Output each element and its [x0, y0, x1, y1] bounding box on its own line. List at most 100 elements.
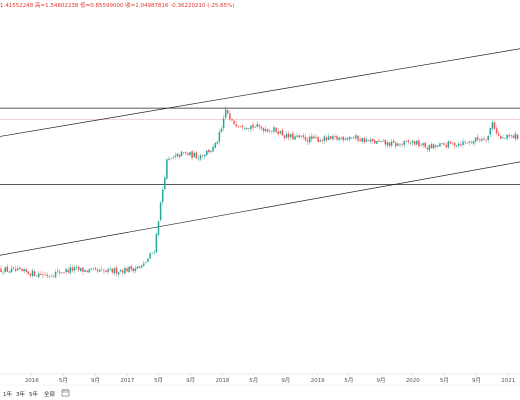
- candle-body: [474, 137, 477, 142]
- candle-body: [241, 125, 244, 128]
- candle-body: [281, 130, 284, 136]
- candle-body: [262, 127, 265, 132]
- candle-body: [296, 135, 298, 137]
- candle-body: [0, 268, 2, 272]
- candle-body: [67, 269, 69, 273]
- candle-body: [302, 135, 305, 138]
- candle-body: [153, 252, 156, 253]
- candle-body: [19, 267, 21, 270]
- x-tick-label: 2020: [406, 378, 420, 384]
- candle-body: [279, 130, 282, 134]
- period-button-5y[interactable]: 5年: [29, 390, 38, 398]
- candle-body: [237, 126, 240, 127]
- candle-body: [376, 141, 378, 144]
- candle-body: [290, 134, 292, 138]
- candle-body: [172, 156, 174, 158]
- candle-body: [29, 273, 32, 276]
- candle-body: [17, 268, 19, 271]
- candle-body: [256, 124, 258, 127]
- candle-body: [395, 142, 397, 147]
- candle-body: [493, 122, 496, 129]
- candle-body: [334, 136, 336, 138]
- candle-body: [451, 142, 454, 144]
- candle-body: [338, 137, 340, 141]
- candle-body: [420, 145, 422, 147]
- candle-body: [470, 142, 473, 143]
- candle-body: [206, 150, 208, 156]
- candle-body: [103, 270, 105, 272]
- x-tick-label: 5月: [249, 377, 258, 384]
- candle-body: [96, 269, 99, 272]
- candle-body: [248, 128, 250, 129]
- candle-body: [101, 269, 103, 270]
- candle-body: [56, 270, 59, 272]
- candle-body: [218, 131, 221, 142]
- candle-body: [413, 141, 416, 145]
- period-controls: 1年 3年 5年 全部: [3, 389, 70, 398]
- candle-body: [348, 136, 351, 140]
- candle-body: [374, 140, 376, 144]
- candle-body: [336, 136, 338, 140]
- period-button-3y[interactable]: 3年: [16, 390, 25, 398]
- candle-body: [273, 127, 275, 132]
- candle-body: [6, 266, 9, 272]
- candle-body: [149, 253, 151, 259]
- candle-body: [409, 143, 412, 144]
- candle-body: [340, 137, 342, 139]
- period-button-1y[interactable]: 1年: [3, 390, 12, 398]
- candle-body: [69, 267, 72, 273]
- candle-body: [466, 142, 468, 144]
- candle-body: [453, 142, 456, 146]
- candle-body: [378, 140, 380, 142]
- candle-body: [386, 142, 389, 146]
- candle-body: [445, 145, 447, 148]
- candle-body: [250, 125, 252, 130]
- candle-body: [258, 124, 261, 127]
- candle-body: [143, 263, 145, 266]
- candle-body: [126, 268, 128, 272]
- candle-body: [75, 267, 78, 268]
- candle-body: [235, 124, 237, 127]
- candle-body: [48, 275, 51, 277]
- candle-body: [512, 135, 515, 138]
- candle-body: [124, 268, 126, 274]
- candle-body: [220, 128, 223, 132]
- candle-body: [115, 267, 118, 274]
- candle-body: [432, 144, 435, 149]
- x-tick-label: 5月: [440, 377, 449, 384]
- candle-body: [119, 270, 122, 272]
- candle-body: [113, 268, 116, 274]
- candle-body: [4, 267, 6, 273]
- candle-body: [147, 258, 149, 262]
- candle-body: [407, 140, 410, 143]
- candle-body: [489, 128, 492, 135]
- period-button-all[interactable]: 全部: [44, 390, 56, 398]
- candle-body: [224, 109, 227, 118]
- candle-body: [21, 268, 23, 271]
- candle-body: [122, 270, 124, 273]
- candle-body: [166, 159, 168, 179]
- candle-body: [168, 158, 170, 161]
- candle-body: [73, 267, 76, 271]
- candle-body: [208, 149, 210, 153]
- candle-body: [323, 136, 326, 141]
- candle-body: [271, 130, 273, 132]
- candle-body: [495, 128, 498, 134]
- trend-line-4: [0, 161, 520, 256]
- x-tick-label: 9月: [472, 377, 481, 384]
- candle-body: [508, 135, 510, 137]
- candle-body: [380, 141, 382, 142]
- candle-body: [468, 141, 471, 143]
- candle-body: [361, 137, 363, 142]
- candle-body: [460, 144, 462, 146]
- candle-body: [35, 275, 38, 277]
- calendar-icon[interactable]: [61, 389, 70, 397]
- candle-body: [382, 140, 384, 142]
- candle-body: [479, 139, 481, 141]
- candle-body: [491, 122, 494, 129]
- x-tick-label: 2016: [25, 378, 39, 384]
- candle-body: [344, 138, 347, 140]
- candle-body: [52, 276, 55, 278]
- candle-body: [311, 136, 313, 140]
